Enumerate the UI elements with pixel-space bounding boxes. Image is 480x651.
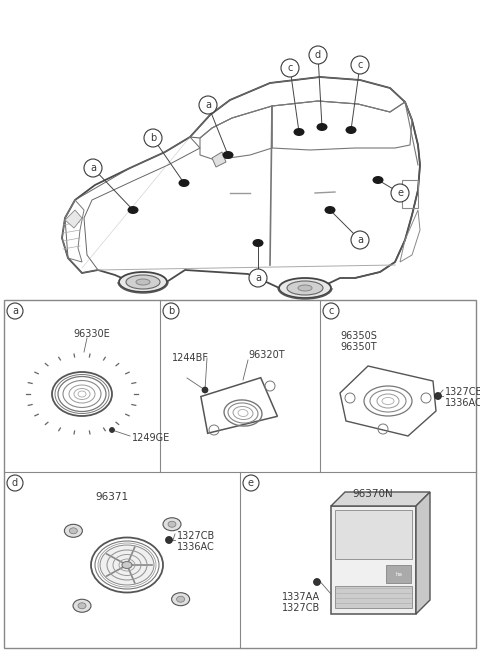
Text: d: d (12, 478, 18, 488)
Ellipse shape (223, 151, 233, 159)
Ellipse shape (252, 239, 264, 247)
Text: c: c (288, 63, 293, 73)
Text: a: a (205, 100, 211, 110)
Text: 1327CB: 1327CB (177, 531, 215, 541)
Polygon shape (331, 492, 430, 506)
Ellipse shape (78, 603, 86, 609)
Text: ha: ha (396, 572, 403, 577)
Ellipse shape (372, 176, 384, 184)
Circle shape (351, 231, 369, 249)
Ellipse shape (179, 179, 190, 187)
Circle shape (309, 46, 327, 64)
Text: 96371: 96371 (96, 492, 129, 502)
Polygon shape (212, 152, 226, 167)
Text: 1336AC: 1336AC (445, 398, 480, 408)
Bar (335, 510, 412, 559)
Text: 1244BF: 1244BF (172, 353, 209, 363)
Text: a: a (357, 235, 363, 245)
Ellipse shape (163, 518, 181, 531)
Circle shape (7, 475, 23, 491)
Ellipse shape (122, 562, 132, 568)
Text: 96350T: 96350T (340, 342, 377, 352)
Circle shape (391, 184, 409, 202)
Ellipse shape (324, 206, 336, 214)
Circle shape (163, 303, 179, 319)
Circle shape (202, 387, 208, 393)
Ellipse shape (168, 521, 176, 527)
Circle shape (351, 56, 369, 74)
Circle shape (166, 536, 172, 544)
Ellipse shape (172, 592, 190, 605)
Text: a: a (255, 273, 261, 283)
Polygon shape (416, 492, 430, 614)
Text: 1327CB: 1327CB (445, 387, 480, 397)
Ellipse shape (287, 281, 323, 295)
Text: 96320T: 96320T (248, 350, 285, 360)
Text: d: d (315, 50, 321, 60)
Ellipse shape (128, 206, 139, 214)
Text: e: e (248, 478, 254, 488)
Circle shape (313, 579, 321, 585)
Ellipse shape (298, 285, 312, 291)
Ellipse shape (126, 275, 160, 289)
Circle shape (434, 393, 442, 400)
Text: 96370N: 96370N (353, 489, 394, 499)
Ellipse shape (177, 596, 185, 602)
Circle shape (323, 303, 339, 319)
Text: 1249GE: 1249GE (132, 433, 170, 443)
Ellipse shape (119, 272, 167, 292)
Ellipse shape (293, 128, 304, 136)
Text: a: a (12, 306, 18, 316)
Text: 96330E: 96330E (73, 329, 110, 339)
Ellipse shape (70, 528, 77, 534)
Text: 1336AC: 1336AC (177, 542, 215, 552)
Circle shape (84, 159, 102, 177)
Ellipse shape (136, 279, 150, 285)
Ellipse shape (64, 524, 83, 537)
Ellipse shape (73, 600, 91, 612)
Text: 1337AA: 1337AA (282, 592, 320, 602)
Bar (4, 300, 476, 648)
Ellipse shape (316, 123, 327, 131)
Bar (335, 586, 412, 608)
Circle shape (7, 303, 23, 319)
Ellipse shape (100, 545, 154, 585)
Polygon shape (331, 506, 416, 614)
Text: b: b (150, 133, 156, 143)
Bar (386, 566, 411, 583)
Circle shape (144, 129, 162, 147)
Ellipse shape (346, 126, 357, 134)
Text: e: e (397, 188, 403, 198)
Bar (402, 180, 418, 208)
Text: 96350S: 96350S (340, 331, 377, 341)
Circle shape (281, 59, 299, 77)
Ellipse shape (279, 278, 331, 298)
Circle shape (109, 428, 115, 432)
Text: a: a (90, 163, 96, 173)
Circle shape (249, 269, 267, 287)
Text: b: b (168, 306, 174, 316)
Text: c: c (357, 60, 363, 70)
Text: 1327CB: 1327CB (282, 603, 320, 613)
Polygon shape (65, 210, 82, 228)
Circle shape (199, 96, 217, 114)
Circle shape (243, 475, 259, 491)
Text: c: c (328, 306, 334, 316)
